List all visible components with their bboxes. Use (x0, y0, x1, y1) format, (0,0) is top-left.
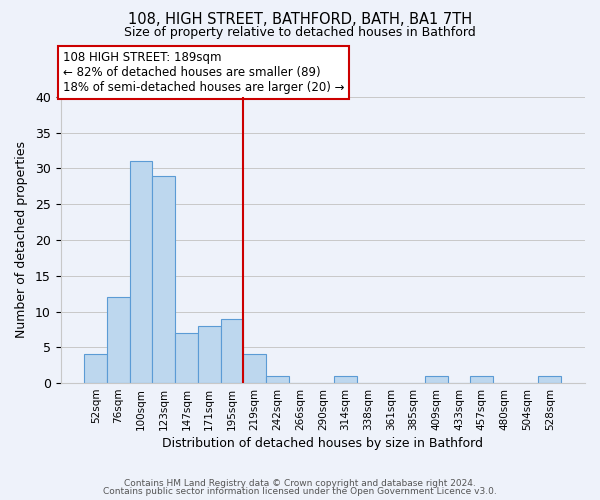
Y-axis label: Number of detached properties: Number of detached properties (15, 142, 28, 338)
Bar (221, 318, 244, 383)
Text: 108 HIGH STREET: 189sqm
← 82% of detached houses are smaller (89)
18% of semi-de: 108 HIGH STREET: 189sqm ← 82% of detache… (63, 51, 344, 94)
Bar (130, 161, 152, 383)
Bar (244, 354, 266, 383)
Bar (538, 376, 561, 383)
Bar (266, 376, 289, 383)
X-axis label: Distribution of detached houses by size in Bathford: Distribution of detached houses by size … (162, 437, 483, 450)
Text: Contains HM Land Registry data © Crown copyright and database right 2024.: Contains HM Land Registry data © Crown c… (124, 478, 476, 488)
Bar (425, 376, 448, 383)
Bar (334, 376, 357, 383)
Bar (107, 297, 130, 383)
Bar (85, 354, 107, 383)
Bar (470, 376, 493, 383)
Bar (175, 333, 198, 383)
Text: 108, HIGH STREET, BATHFORD, BATH, BA1 7TH: 108, HIGH STREET, BATHFORD, BATH, BA1 7T… (128, 12, 472, 28)
Bar (198, 326, 221, 383)
Text: Size of property relative to detached houses in Bathford: Size of property relative to detached ho… (124, 26, 476, 39)
Text: Contains public sector information licensed under the Open Government Licence v3: Contains public sector information licen… (103, 487, 497, 496)
Bar (152, 176, 175, 383)
